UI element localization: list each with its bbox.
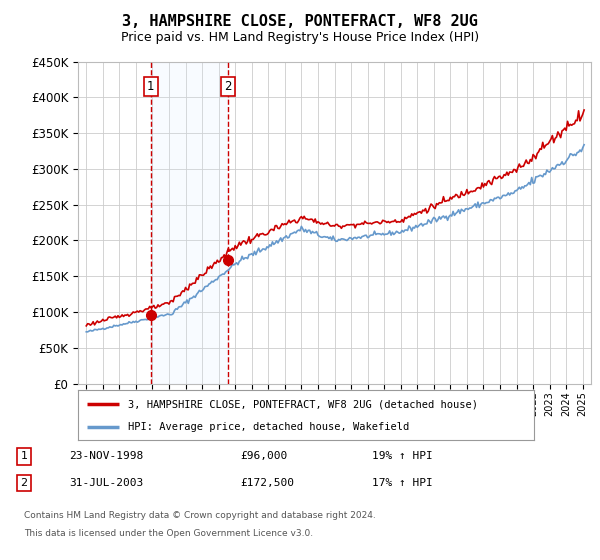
Text: 2: 2: [20, 478, 28, 488]
Text: 23-NOV-1998: 23-NOV-1998: [69, 451, 143, 461]
Text: 2: 2: [224, 80, 232, 93]
Text: 3, HAMPSHIRE CLOSE, PONTEFRACT, WF8 2UG (detached house): 3, HAMPSHIRE CLOSE, PONTEFRACT, WF8 2UG …: [128, 399, 478, 409]
Text: 19% ↑ HPI: 19% ↑ HPI: [372, 451, 433, 461]
Text: 1: 1: [20, 451, 28, 461]
Text: £172,500: £172,500: [240, 478, 294, 488]
Text: 31-JUL-2003: 31-JUL-2003: [69, 478, 143, 488]
Text: HPI: Average price, detached house, Wakefield: HPI: Average price, detached house, Wake…: [128, 422, 409, 432]
Text: Price paid vs. HM Land Registry's House Price Index (HPI): Price paid vs. HM Land Registry's House …: [121, 31, 479, 44]
Text: Contains HM Land Registry data © Crown copyright and database right 2024.: Contains HM Land Registry data © Crown c…: [24, 511, 376, 520]
Text: 17% ↑ HPI: 17% ↑ HPI: [372, 478, 433, 488]
Text: 1: 1: [147, 80, 155, 93]
Bar: [151, 62, 228, 384]
Text: 3, HAMPSHIRE CLOSE, PONTEFRACT, WF8 2UG: 3, HAMPSHIRE CLOSE, PONTEFRACT, WF8 2UG: [122, 14, 478, 29]
Text: £96,000: £96,000: [240, 451, 287, 461]
Text: This data is licensed under the Open Government Licence v3.0.: This data is licensed under the Open Gov…: [24, 529, 313, 538]
